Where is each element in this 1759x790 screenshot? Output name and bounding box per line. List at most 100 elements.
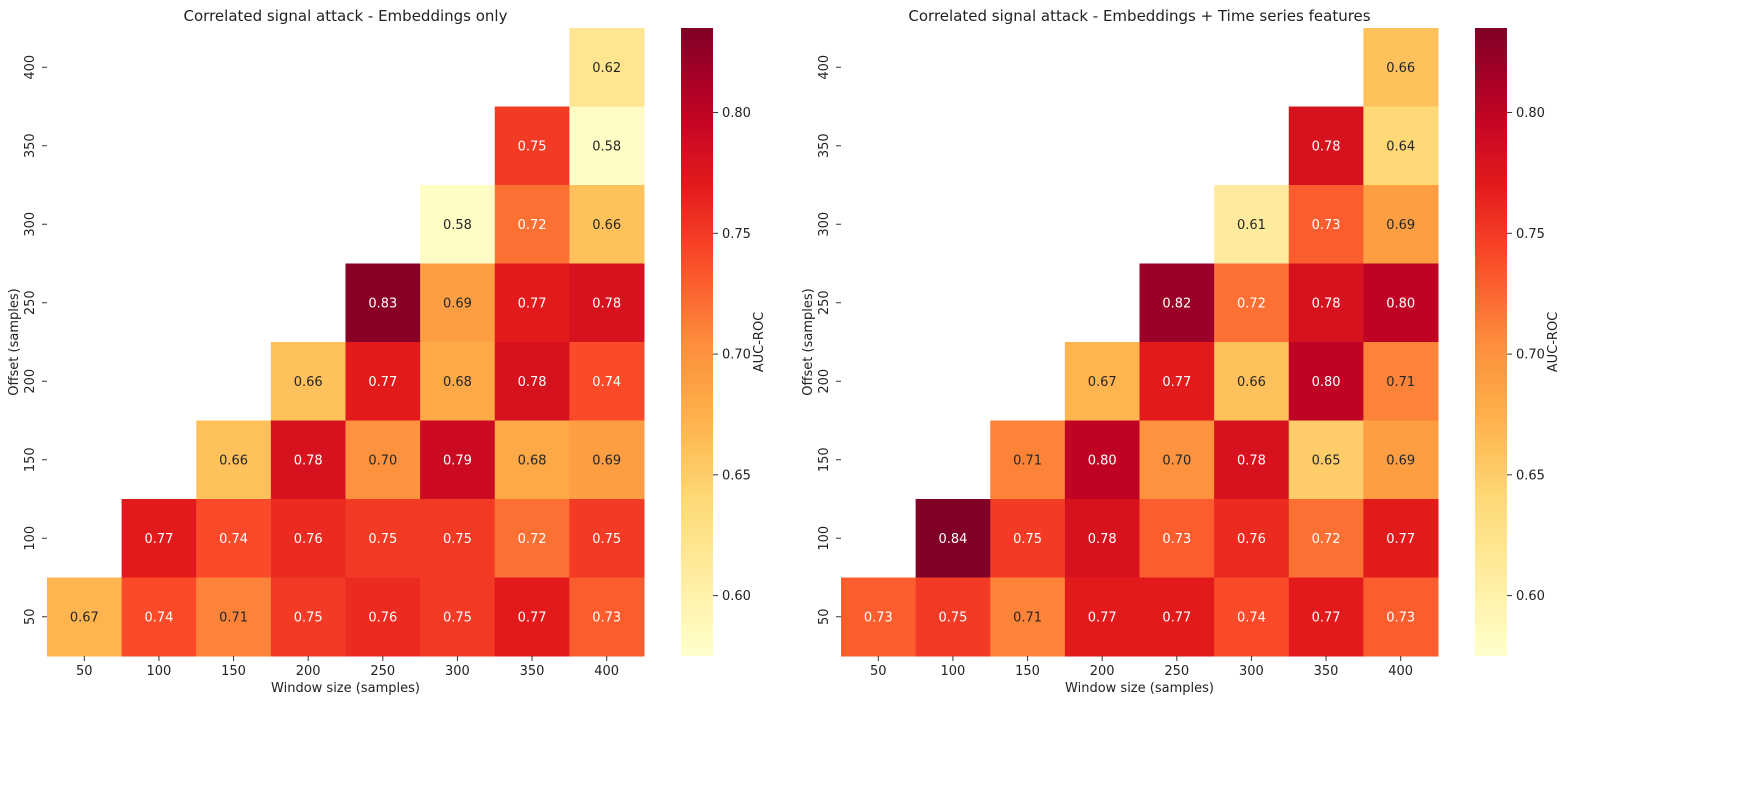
panel-1-cell-label: 0.66 [592,218,621,233]
panel-1-cell-label: 0.74 [592,375,621,390]
panel-2-cell [1363,28,1439,107]
panel-2-cell-label: 0.77 [1088,610,1117,625]
panel-2-cell [1064,577,1140,657]
panel-1-cell [420,420,496,500]
panel-2-cell [1214,499,1290,578]
panel-1-x-tick-label: 200 [296,664,321,679]
panel-1-y-tick-label: 150 [23,447,38,472]
panel-1-cell [569,342,645,421]
panel-2-colorbar-tick-label: 0.60 [1516,589,1545,604]
panel-1-cell [494,263,570,343]
panel-1-cell-label: 0.67 [70,610,99,625]
panel-1-cell-label: 0.62 [592,61,621,76]
panel-2-y-tick-label: 150 [817,447,832,472]
panel-1-cell [569,185,645,264]
panel-2-x-tick-label: 300 [1239,664,1264,679]
panel-2-cell-label: 0.78 [1237,453,1266,468]
panel-1-cell-label: 0.69 [443,296,472,311]
panel-2-x-tick-label: 100 [941,664,966,679]
panel-2-cell-label: 0.73 [864,610,893,625]
panel-1-cell [494,106,570,186]
panel-2-cell [1288,577,1364,657]
panel-2-cell [1288,263,1364,343]
panel-2-cell-label: 0.75 [938,610,967,625]
panel-2-cell [1288,499,1364,578]
panel-1-cell [270,499,346,578]
panel-1-cell [420,263,496,343]
panel-2-x-tick-label: 200 [1090,664,1115,679]
panel-1-ylabel: Offset (samples) [7,288,22,395]
panel-1-cell-label: 0.77 [518,610,547,625]
panel-2-cell [1363,263,1439,343]
panel-2-cell-label: 0.65 [1312,453,1341,468]
panel-2-cell-label: 0.73 [1312,218,1341,233]
panel-1-x-tick-label: 50 [76,664,93,679]
panel-1-cell [270,577,346,657]
panel-2-y-tick-label: 400 [817,55,832,80]
panel-2-cell-label: 0.72 [1237,296,1266,311]
panel-1-y-tick-label: 350 [23,133,38,158]
panel-1-x-tick-label: 150 [221,664,246,679]
panel-1-cell-label: 0.77 [518,296,547,311]
panel-2-cell-label: 0.69 [1386,453,1415,468]
panel-2-cell [1363,577,1439,657]
panel-1-cell-label: 0.68 [443,375,472,390]
panel-2-cell-label: 0.73 [1386,610,1415,625]
panel-2-cell-label: 0.69 [1386,218,1415,233]
panel-1-colorbar-tick-label: 0.70 [722,348,751,363]
panel-1-cell [196,499,272,578]
panel-2-cell-label: 0.66 [1237,375,1266,390]
panel-2-cell-label: 0.71 [1386,375,1415,390]
panel-2-cell [1363,342,1439,421]
panel-1-cell-label: 0.66 [219,453,248,468]
panel-1-cell [494,342,570,421]
panel-1-cell [494,185,570,264]
panel-1-cell [494,577,570,657]
panel-2-cell [1363,106,1439,186]
panel-2-colorbar-tick-label: 0.80 [1516,106,1545,121]
panel-2-cell [1139,420,1215,500]
panel-1-cell-label: 0.77 [368,375,397,390]
panel-1-cell-label: 0.75 [443,532,472,547]
panel-2-cell-label: 0.77 [1162,610,1191,625]
panel-1-cell-label: 0.78 [518,375,547,390]
panel-1-cell-label: 0.58 [443,218,472,233]
panel-1-cell [420,577,496,657]
panel-2-x-tick-label: 150 [1015,664,1040,679]
panel-2-cell [1288,342,1364,421]
panel-2-cell-label: 0.71 [1013,453,1042,468]
panel-1-x-tick-label: 400 [594,664,619,679]
panel-2-cell [1214,185,1290,264]
panel-2-y-tick-label: 100 [817,526,832,551]
panel-2-title: Correlated signal attack - Embeddings + … [908,7,1370,25]
panel-2-cell [915,499,991,578]
panel-2-y-tick-label: 50 [817,608,832,625]
panel-2-cell [1064,420,1140,500]
panel-1-y-tick-label: 400 [23,55,38,80]
panel-2-cell-label: 0.80 [1312,375,1341,390]
panel-2-cell [1139,577,1215,657]
panel-1-colorbar-tick-label: 0.75 [722,227,751,242]
panel-1-cell [270,342,346,421]
panel-2-xlabel: Window size (samples) [1065,681,1214,696]
panel-1-y-tick-label: 250 [23,290,38,315]
panel-2-cell [990,499,1066,578]
panel-1-cell [569,28,645,107]
panel-1-cell [420,499,496,578]
panel-2-cell-label: 0.72 [1312,532,1341,547]
panel-1-cell-label: 0.69 [592,453,621,468]
panel-1-x-tick-label: 300 [445,664,470,679]
panel-1-cell-label: 0.75 [294,610,323,625]
panel-2-cell-label: 0.80 [1088,453,1117,468]
panel-1-cell-label: 0.77 [144,532,173,547]
panel-2-x-tick-label: 250 [1164,664,1189,679]
panel-1-xlabel: Window size (samples) [271,681,420,696]
panel-2-cell [1214,420,1290,500]
panel-1-cell [345,499,421,578]
panel-2-cell [990,420,1066,500]
panel-2-cell [1139,342,1215,421]
panel-1-cell-label: 0.76 [368,610,397,625]
panel-2-cell [1288,106,1364,186]
panel-1-cell [121,499,197,578]
